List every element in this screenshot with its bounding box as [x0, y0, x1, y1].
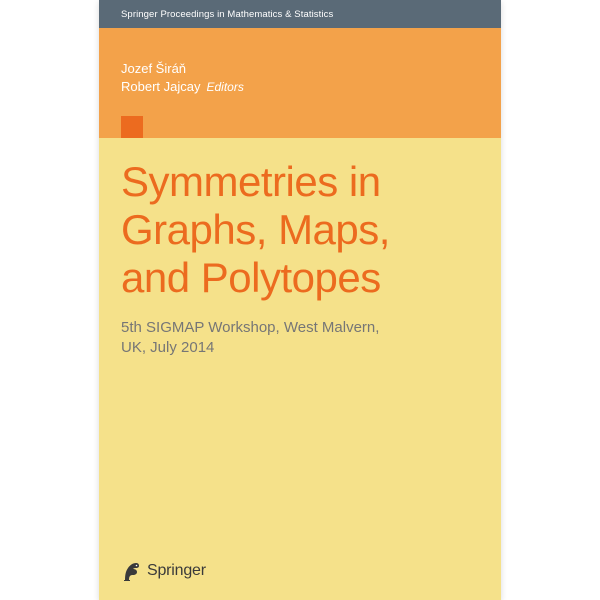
title-line-3: and Polytopes	[121, 254, 481, 302]
editor-line-2: Robert Jajcay Editors	[121, 78, 244, 96]
subtitle-line-1: 5th SIGMAP Workshop, West Malvern,	[121, 318, 461, 338]
series-name: Springer Proceedings in Mathematics & St…	[99, 0, 501, 20]
book-cover: Springer Proceedings in Mathematics & St…	[99, 0, 501, 600]
editors-block: Jozef Širáň Robert Jajcay Editors	[121, 60, 244, 96]
editor-name-1: Jozef Širáň	[121, 60, 244, 78]
series-strip: Springer Proceedings in Mathematics & St…	[99, 0, 501, 28]
book-title: Symmetries in Graphs, Maps, and Polytope…	[121, 158, 481, 302]
subtitle-line-2: UK, July 2014	[121, 338, 461, 358]
page: Springer Proceedings in Mathematics & St…	[0, 0, 600, 600]
springer-horse-icon	[121, 560, 141, 582]
title-line-2: Graphs, Maps,	[121, 206, 481, 254]
editors-role: Editors	[206, 80, 243, 94]
publisher-block: Springer	[121, 560, 206, 582]
book-subtitle: 5th SIGMAP Workshop, West Malvern, UK, J…	[121, 318, 461, 358]
title-line-1: Symmetries in	[121, 158, 481, 206]
editor-name-2: Robert Jajcay	[121, 79, 200, 94]
publisher-name: Springer	[147, 562, 206, 580]
accent-square	[121, 116, 143, 138]
